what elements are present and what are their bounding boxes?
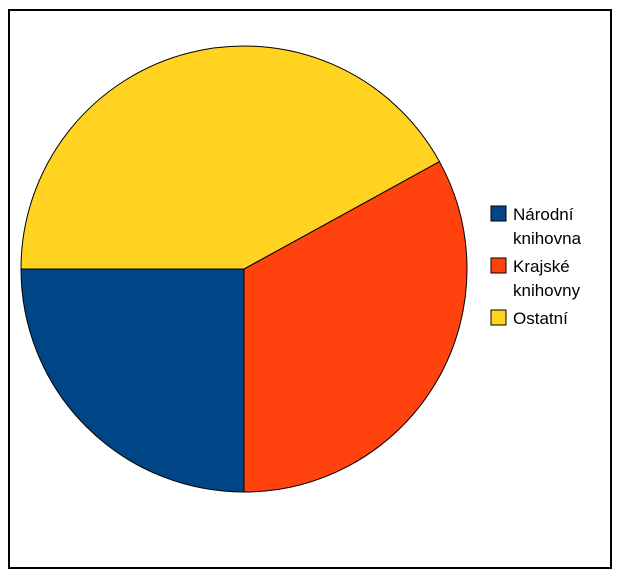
legend-swatch <box>490 257 507 274</box>
legend-label: Ostatní <box>513 309 568 328</box>
legend-swatch <box>490 309 507 326</box>
legend-swatch <box>490 205 507 222</box>
legend-entry-ostatni: Ostatní <box>490 309 568 328</box>
legend-entry-krajske-knihovny: Krajské knihovny <box>490 257 581 300</box>
pie-slice-narodni-knihovna <box>20 268 245 493</box>
pie-slice-ostatni <box>20 45 441 270</box>
legend-label: Národní <box>513 205 574 224</box>
legend-label: knihovny <box>513 281 581 300</box>
legend-label: knihovna <box>513 229 582 248</box>
legend-label: Krajské <box>513 257 570 276</box>
legend-entry-narodni-knihovna: Národní knihovna <box>490 205 582 248</box>
pie-chart: Národní knihovna Krajské knihovny Ostatní <box>20 45 582 493</box>
pie-slice-krajske-knihovny <box>243 160 468 493</box>
